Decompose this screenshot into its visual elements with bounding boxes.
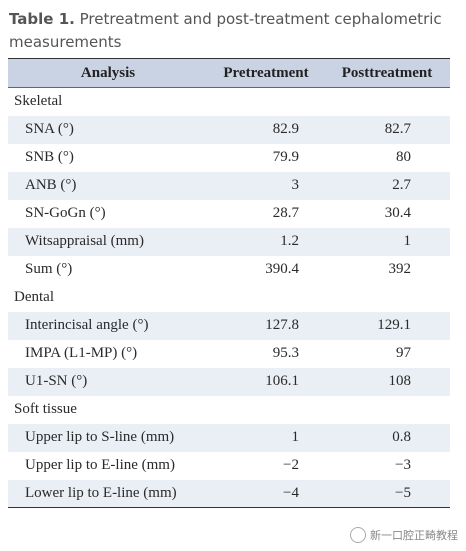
posttreatment-value: 2.7 [324,171,450,200]
posttreatment-value: −5 [324,479,450,508]
table-row: Interincisal angle (°) 127.8 129.1 [8,311,450,340]
table-title: Pretreatment and post-treatment cephalom… [9,10,442,51]
section-row: Soft tissue [8,396,450,424]
pretreatment-value [208,88,324,116]
table-label: Table 1. [9,10,75,28]
measure-name: Witsappraisal (mm) [8,227,208,256]
header-posttreatment: Posttreatment [324,58,450,88]
measure-name: Upper lip to S-line (mm) [8,423,208,452]
table-row: ANB (°) 3 2.7 [8,171,450,200]
posttreatment-value: 1 [324,227,450,256]
posttreatment-value [324,396,450,424]
table-row: SNB (°) 79.9 80 [8,144,450,172]
posttreatment-value [324,284,450,312]
table-row: Upper lip to S-line (mm) 1 0.8 [8,423,450,452]
pretreatment-value: 3 [208,171,324,200]
measure-name: SNA (°) [8,115,208,144]
posttreatment-value: 30.4 [384,205,411,221]
table-row: Sum (°) 390.4 392 [8,256,450,284]
table-row: SN-GoGn (°) 28.7 30.4 [8,200,450,228]
table-row: Witsappraisal (mm) 1.2 1 [8,227,450,256]
pretreatment-value: 28.7 [272,205,299,221]
pretreatment-value: −2 [283,457,299,473]
section-label: Skeletal [14,93,63,110]
posttreatment-value: 82.7 [324,115,450,144]
measure-name: SN-GoGn (°) [25,205,106,221]
pretreatment-value: 106.1 [208,367,324,396]
section-label: Dental [14,289,54,305]
header-analysis: Analysis [8,58,208,88]
pretreatment-value: 390.4 [265,261,299,277]
section-row: Dental [8,284,450,312]
posttreatment-value: 97 [396,345,411,361]
section-label: Soft tissue [14,401,77,417]
pretreatment-value [208,284,324,312]
table-row: Lower lip to E-line (mm) −4 −5 [8,479,450,508]
posttreatment-value: 108 [324,367,450,396]
wechat-logo-icon [350,527,366,543]
measure-name: SNB (°) [25,149,74,165]
pretreatment-value: −4 [208,479,324,508]
measure-name: Upper lip to E-line (mm) [25,457,175,473]
pretreatment-value: 1.2 [208,227,324,256]
table-body: Skeletal SNA (°) 82.9 82.7 SNB (°) 79.9 80 ANB … [8,88,450,508]
measure-name: Interincisal angle (°) [8,311,208,340]
watermark-text: 新一口腔正畸教程 [370,529,458,542]
pretreatment-value: 95.3 [272,345,299,361]
posttreatment-value [324,88,450,116]
table-row: IMPA (L1-MP) (°) 95.3 97 [8,340,450,368]
measure-name: U1-SN (°) [8,367,208,396]
section-row: Skeletal [8,88,450,116]
measure-name: Sum (°) [25,261,73,277]
table-row: U1-SN (°) 106.1 108 [8,367,450,396]
measure-name: IMPA (L1-MP) (°) [25,345,138,361]
pretreatment-value: 127.8 [208,311,324,340]
table-row: Upper lip to E-line (mm) −2 −3 [8,452,450,480]
measure-name: ANB (°) [8,171,208,200]
pretreatment-value: 1 [208,423,324,452]
posttreatment-value: 80 [396,149,411,165]
cephalometric-table: Analysis Pretreatment Posttreatment Skel… [8,58,450,508]
posttreatment-value: 392 [388,261,412,277]
pretreatment-value [208,396,324,424]
posttreatment-value: 0.8 [324,423,450,452]
header-row: Analysis Pretreatment Posttreatment [8,58,450,88]
table-row: SNA (°) 82.9 82.7 [8,115,450,144]
posttreatment-value: 129.1 [324,311,450,340]
measure-name: Lower lip to E-line (mm) [8,479,208,508]
pretreatment-value: 79.9 [272,149,299,165]
pretreatment-value: 82.9 [208,115,324,144]
table-caption: Table 1. Pretreatment and post-treatment… [9,8,459,54]
watermark: 新一口腔正畸教程 [350,527,458,543]
header-pretreatment: Pretreatment [208,58,324,88]
posttreatment-value: −3 [395,457,411,473]
